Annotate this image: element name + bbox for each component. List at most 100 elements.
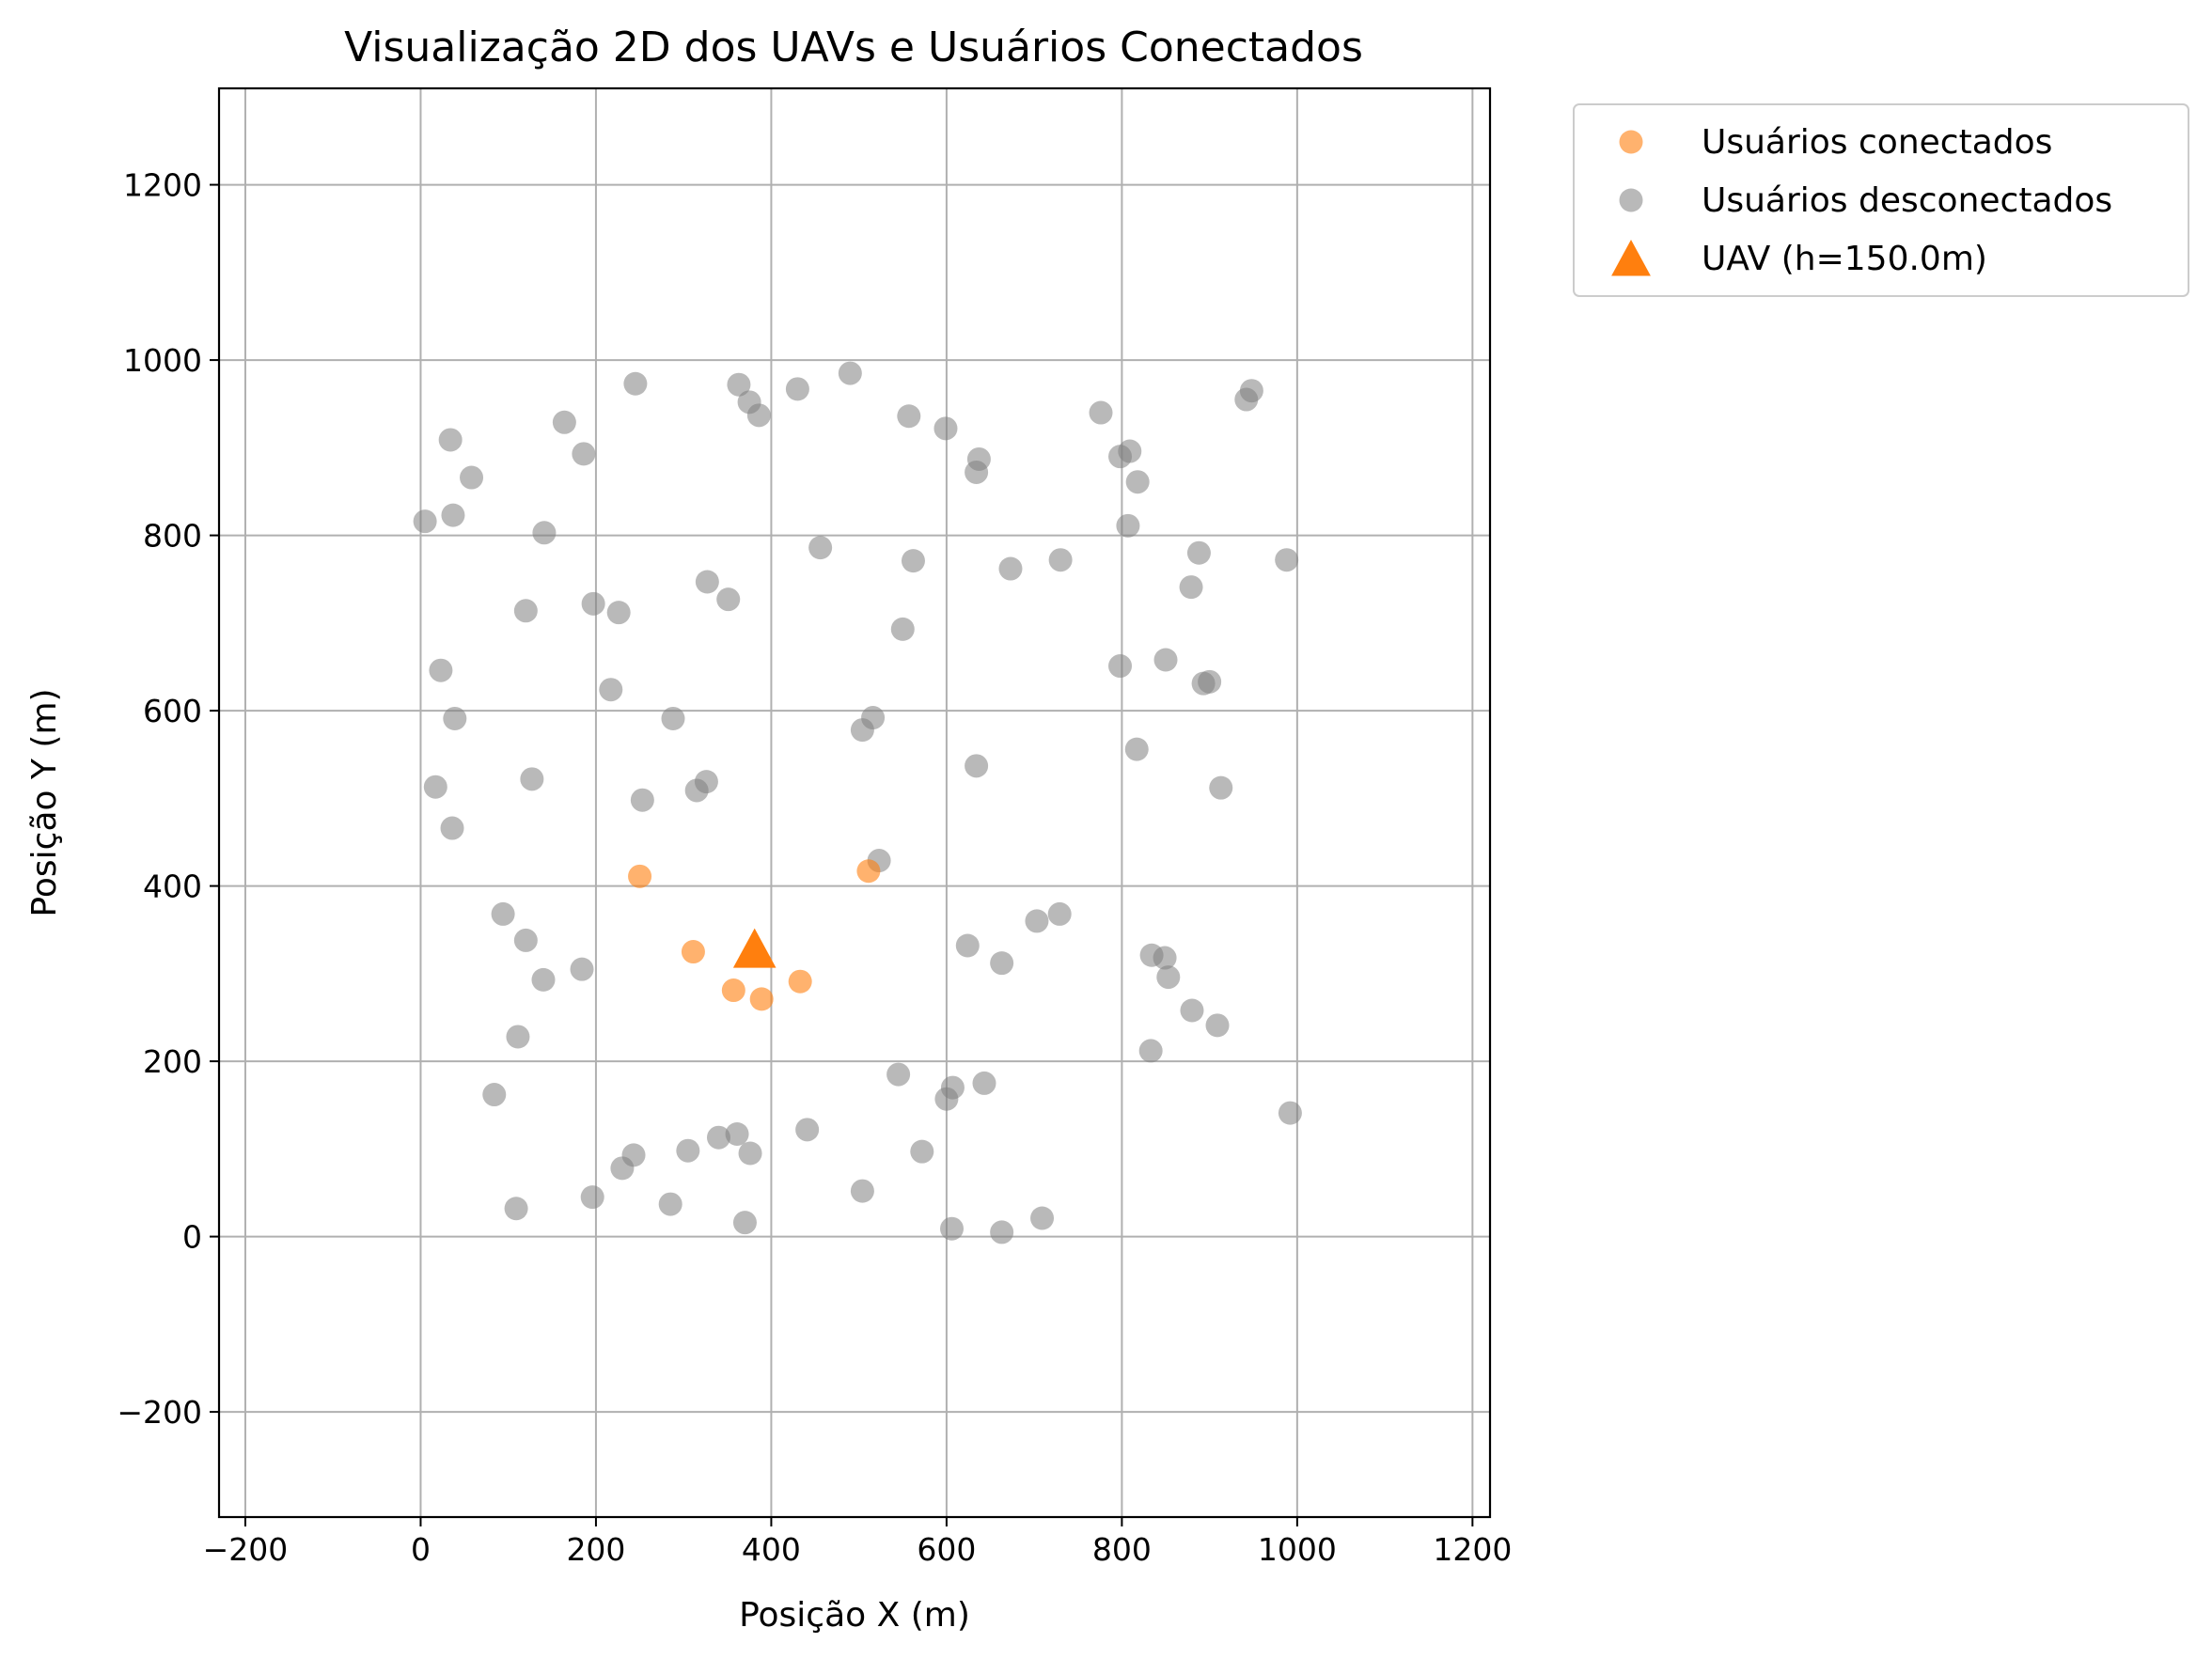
disconnected-user-point <box>1048 548 1073 572</box>
disconnected-user-point <box>850 1179 874 1203</box>
disconnected-user-point <box>716 587 741 612</box>
y-axis-label: Posição Y (m) <box>25 688 64 916</box>
y-tick-label: 400 <box>143 869 202 905</box>
disconnected-user-point <box>630 788 654 812</box>
disconnected-user-point <box>661 706 685 730</box>
x-tick-label: −200 <box>203 1531 289 1568</box>
y-tick-label: 1200 <box>123 167 202 204</box>
connected-user-point <box>788 969 812 994</box>
disconnected-user-point <box>513 599 538 623</box>
disconnected-user-point <box>658 1192 682 1216</box>
disconnected-user-point <box>491 901 515 926</box>
grid-lines <box>219 88 1490 1517</box>
disconnected-user-point <box>727 372 751 397</box>
disconnected-user-point <box>570 957 594 981</box>
y-tick-label: 800 <box>143 518 202 555</box>
disconnected-user-point <box>933 416 958 441</box>
x-tick-label: 400 <box>742 1531 801 1568</box>
legend-label: UAV (h=150.0m) <box>1702 240 1987 278</box>
disconnected-user-point <box>581 591 605 616</box>
disconnected-user-point <box>606 601 631 625</box>
legend-marker <box>1619 130 1643 154</box>
disconnected-user-point <box>1156 965 1181 990</box>
disconnected-user-point <box>746 403 771 428</box>
disconnected-user-point <box>1275 548 1299 572</box>
disconnected-user-point <box>441 503 465 527</box>
y-axis-ticks: −200 0 200 400 600 800 1000 1200 <box>117 167 219 1431</box>
disconnected-user-point <box>965 460 989 484</box>
y-tick-label: 1000 <box>123 342 202 379</box>
y-tick-label: −200 <box>117 1394 202 1431</box>
legend-label: Usuários conectados <box>1702 123 2052 162</box>
disconnected-user-point <box>1116 513 1140 538</box>
disconnected-user-point <box>1089 400 1113 425</box>
connected-user-point <box>721 978 745 1003</box>
connected-user-point <box>628 864 652 888</box>
disconnected-user-point <box>423 775 447 799</box>
disconnected-user-point <box>1198 669 1222 694</box>
disconnected-user-point <box>552 410 576 434</box>
disconnected-user-point <box>1239 379 1263 403</box>
disconnected-user-point <box>725 1121 749 1146</box>
disconnected-user-point <box>1047 901 1072 926</box>
y-tick-label: 600 <box>143 693 202 729</box>
legend-marker-uav <box>1611 240 1651 276</box>
x-tick-label: 1000 <box>1258 1531 1337 1568</box>
disconnected-user-point <box>695 570 719 594</box>
disconnected-user-point <box>901 549 925 573</box>
disconnected-user-point <box>1125 470 1150 494</box>
disconnected-user-point <box>886 1062 911 1087</box>
disconnected-user-point <box>1209 775 1233 800</box>
legend-box <box>1573 103 2189 297</box>
disconnected-user-point <box>998 556 1023 581</box>
disconnected-user-point <box>532 521 557 545</box>
disconnected-user-point <box>1030 1206 1055 1230</box>
disconnected-user-point <box>1205 1013 1230 1038</box>
disconnected-user-point <box>440 816 464 840</box>
disconnected-user-point <box>1278 1101 1302 1125</box>
disconnected-user-point <box>861 706 886 730</box>
disconnected-user-point <box>890 617 915 641</box>
plot-frame <box>217 86 1492 1519</box>
x-tick-label: 1200 <box>1433 1531 1512 1568</box>
x-tick-label: 600 <box>917 1531 976 1568</box>
disconnected-user-point <box>443 706 467 730</box>
chart-title: Visualização 2D dos UAVs e Usuários Cone… <box>344 23 1363 71</box>
disconnected-user-point <box>1108 654 1133 679</box>
disconnected-user-point <box>676 1138 700 1163</box>
x-tick-label: 0 <box>411 1531 431 1568</box>
legend-marker <box>1619 188 1643 212</box>
legend-items: Usuários conectados Usuários desconectado… <box>1611 123 2112 278</box>
disconnected-user-point <box>1180 998 1204 1023</box>
disconnected-user-point <box>738 1141 762 1166</box>
disconnected-user-point <box>1118 439 1142 463</box>
disconnected-user-point <box>965 754 989 778</box>
legend: Usuários conectados Usuários desconectado… <box>1573 103 2189 297</box>
x-tick-label: 200 <box>566 1531 625 1568</box>
connected-user-point <box>681 940 705 964</box>
disconnected-user-point <box>955 933 980 958</box>
disconnected-user-point <box>694 770 718 794</box>
disconnected-user-point <box>910 1139 934 1164</box>
disconnected-user-point <box>504 1197 528 1221</box>
disconnected-user-point <box>413 509 437 534</box>
disconnected-user-point <box>1138 1039 1163 1063</box>
uav-marker <box>732 928 777 968</box>
disconnected-user-point <box>580 1185 604 1210</box>
disconnected-user-point <box>897 404 921 429</box>
disconnected-user-point <box>940 1075 965 1100</box>
disconnected-user-point <box>621 1143 646 1167</box>
disconnected-user-point <box>939 1216 964 1241</box>
disconnected-user-point <box>990 1220 1014 1244</box>
x-axis-label: Posição X (m) <box>739 1596 970 1635</box>
disconnected-user-point <box>1153 946 1177 970</box>
disconnected-user-point <box>838 361 862 385</box>
disconnected-user-point <box>513 928 538 952</box>
x-axis-ticks: −200 0 200 400 600 800 1000 1200 <box>203 1517 1512 1568</box>
disconnected-user-point <box>1186 540 1211 565</box>
disconnected-user-point <box>972 1071 996 1095</box>
disconnected-user-point <box>623 371 648 396</box>
disconnected-user-point <box>531 967 556 992</box>
y-tick-label: 0 <box>182 1219 202 1256</box>
